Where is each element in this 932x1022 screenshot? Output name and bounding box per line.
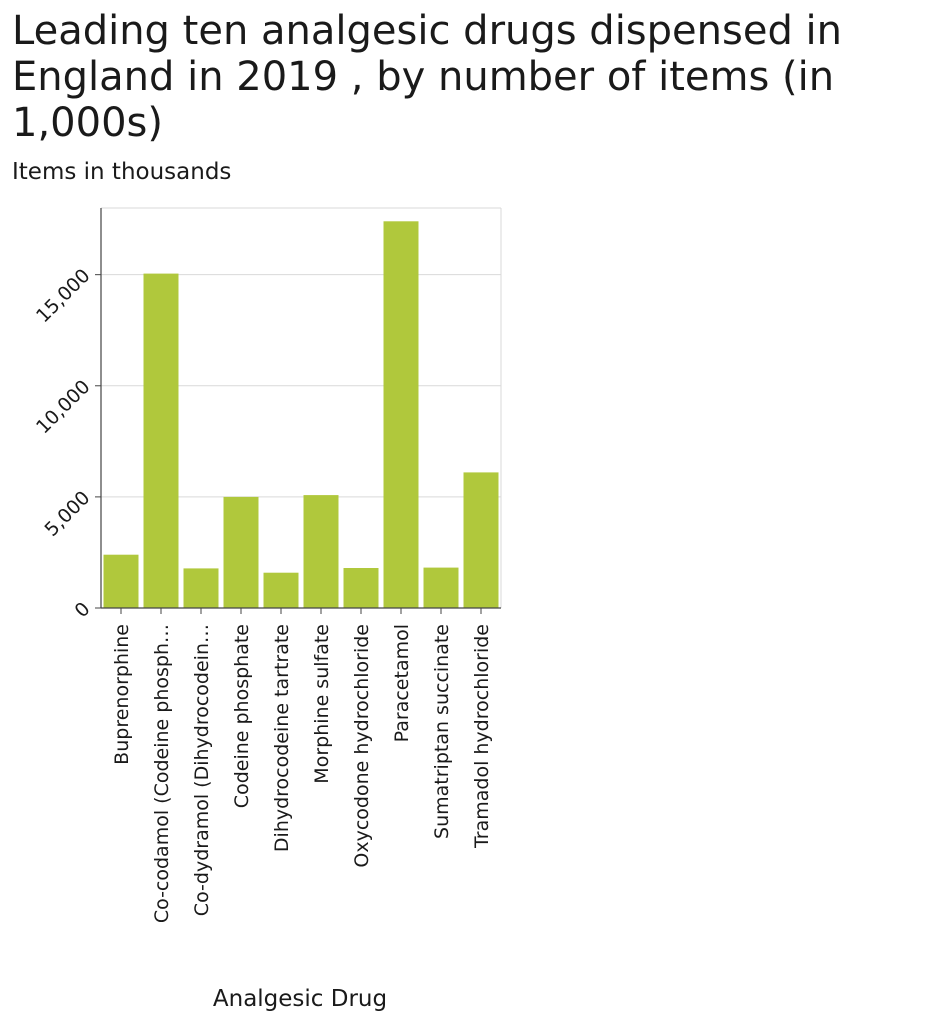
- x-tick-label: Tramadol hydrochloride: [471, 624, 493, 849]
- x-tick-label: Codeine phosphate: [231, 624, 253, 808]
- axis-layer: [95, 208, 501, 614]
- x-tick-label: Co-codamol (Codeine phosph…: [151, 624, 173, 923]
- y-axis-title: Items in thousands: [12, 159, 232, 185]
- x-tick-label: Morphine sulfate: [311, 624, 333, 784]
- bar: [223, 496, 259, 608]
- bar: [263, 572, 299, 608]
- x-tick-label: Co-dydramol (Dihydrocodein…: [191, 624, 213, 916]
- y-tick-label: 5,000: [41, 487, 95, 541]
- bar: [143, 273, 179, 608]
- bar: [383, 221, 419, 609]
- x-tick-label: Dihydrocodeine tartrate: [271, 624, 293, 852]
- x-axis-title: Analgesic Drug: [213, 986, 387, 1012]
- x-tick-label: Buprenorphine: [111, 624, 133, 765]
- bar: [303, 495, 339, 608]
- bar: [343, 568, 379, 608]
- y-tick-label: 15,000: [32, 265, 95, 328]
- bar: [183, 568, 219, 608]
- x-tick-label: Oxycodone hydrochloride: [351, 624, 373, 868]
- bar: [463, 472, 499, 608]
- x-tick-label: Paracetamol: [391, 624, 413, 742]
- bar: [103, 554, 139, 608]
- chart-title: Leading ten analgesic drugs dispensed in…: [12, 8, 843, 146]
- bar: [423, 567, 459, 608]
- y-tick-label: 10,000: [32, 376, 95, 439]
- bars-layer: [103, 221, 499, 609]
- x-tick-label: Sumatriptan succinate: [431, 624, 453, 839]
- y-tick-label: 0: [70, 598, 94, 622]
